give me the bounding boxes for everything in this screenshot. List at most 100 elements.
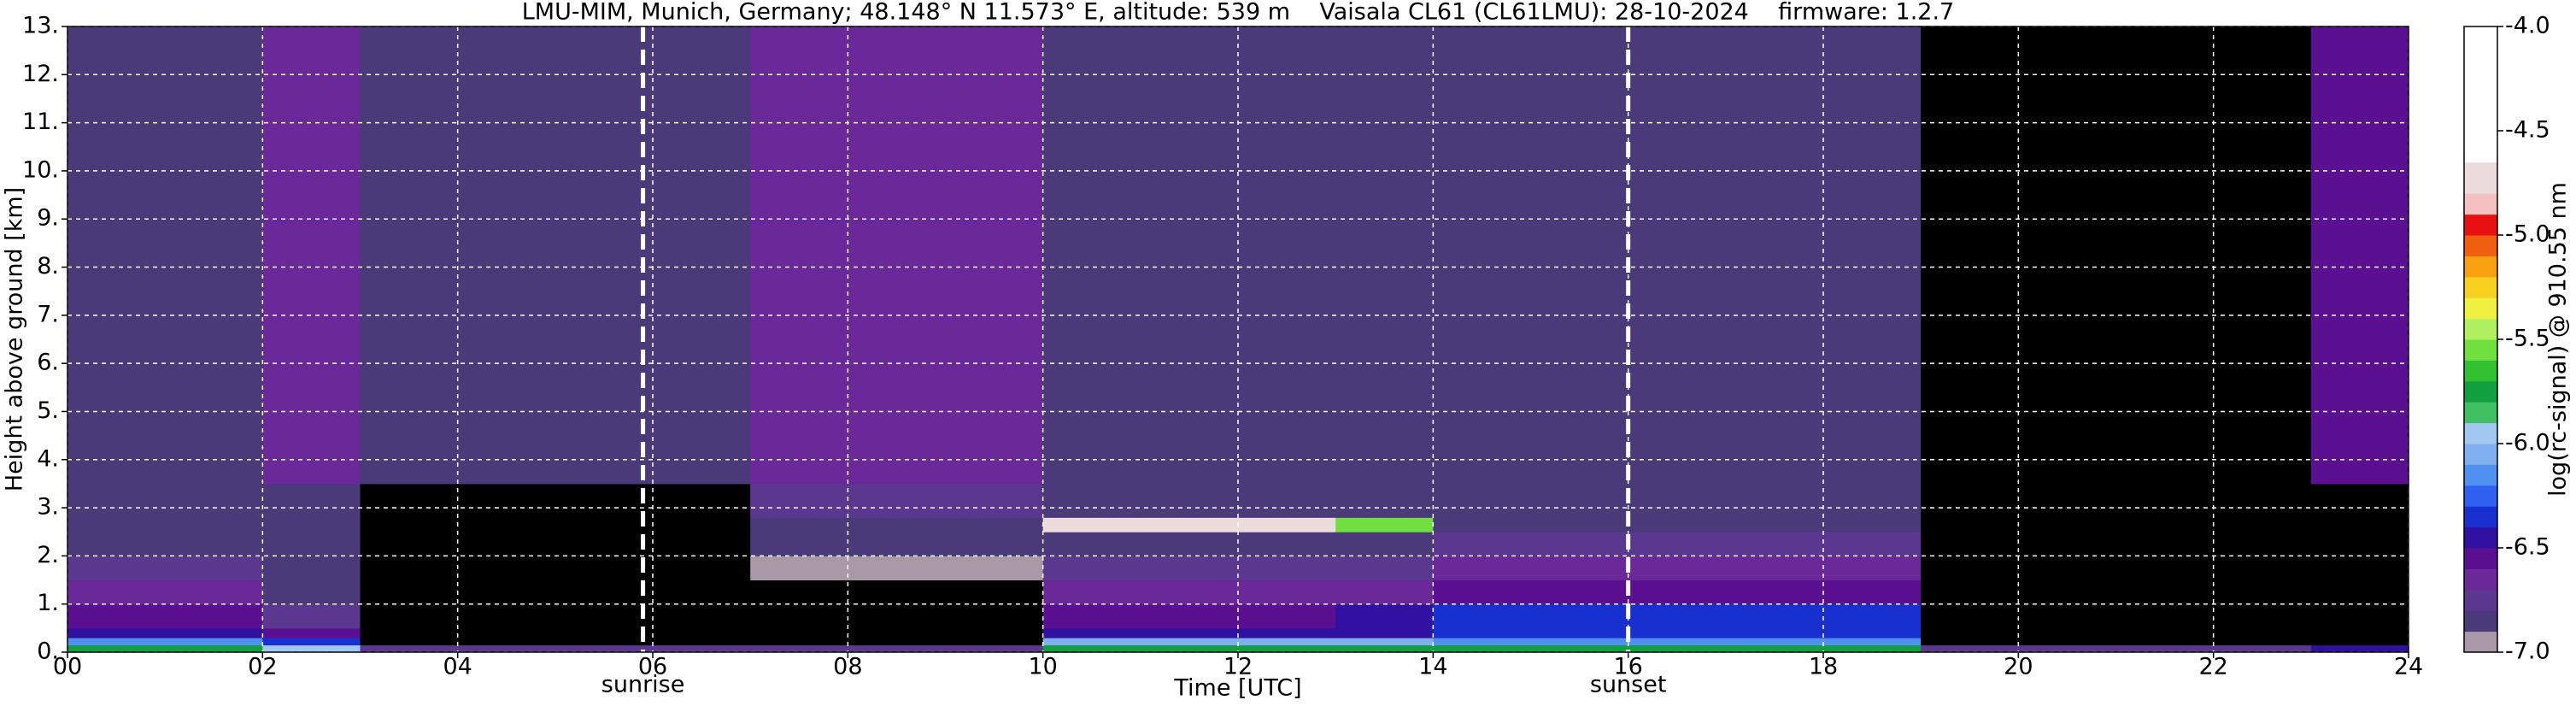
- heatmap-cell: [1238, 532, 1336, 556]
- heatmap-cell: [1335, 644, 1434, 653]
- colorbar-segment: [2464, 360, 2497, 382]
- heatmap-cell: [1530, 627, 1629, 638]
- heatmap-cell: [1042, 556, 1141, 581]
- heatmap-cell: [1628, 517, 1727, 532]
- heatmap-cell: [1433, 517, 1531, 532]
- heatmap-cell: [1238, 556, 1336, 581]
- heatmap-cell: [2018, 517, 2116, 532]
- heatmap-cell: [945, 644, 1044, 653]
- heatmap-cell: [1433, 580, 1531, 605]
- heatmap-cell: [653, 556, 751, 581]
- colorbar-segment: [2464, 568, 2497, 591]
- heatmap-cell: [750, 580, 848, 605]
- heatmap-cell: [1725, 556, 1824, 581]
- heatmap-cell: [262, 644, 361, 653]
- heatmap-cell: [2018, 580, 2116, 605]
- y-tick-label: 6.: [37, 350, 59, 376]
- heatmap-cell: [67, 644, 166, 653]
- heatmap-cell: [262, 603, 361, 629]
- heatmap-cell: [262, 638, 361, 646]
- heatmap-cell: [1530, 26, 1629, 485]
- heatmap-cell: [1335, 556, 1434, 581]
- y-tick-label: 10.: [22, 156, 59, 183]
- heatmap-cell: [1238, 580, 1336, 605]
- heatmap-cell: [555, 517, 654, 532]
- heatmap-cell: [945, 517, 1044, 532]
- x-tick-label: 04: [443, 654, 472, 680]
- heatmap-cell: [262, 483, 361, 518]
- colorbar-segment: [2464, 256, 2497, 278]
- heatmap-cell: [1042, 627, 1141, 638]
- heatmap-cell: [165, 26, 263, 485]
- heatmap-cell: [2213, 483, 2312, 518]
- heatmap-cell: [1530, 638, 1629, 646]
- heatmap-cell: [1823, 638, 1922, 646]
- heatmap-cell: [555, 26, 654, 485]
- heatmap-cell: [1335, 580, 1434, 605]
- heatmap-cell: [750, 603, 848, 629]
- colorbar-segment: [2464, 485, 2497, 507]
- colorbar-segment: [2464, 548, 2497, 569]
- heatmap-cell: [2213, 556, 2312, 581]
- heatmap-cell: [945, 26, 1044, 485]
- heatmap-cell: [457, 556, 556, 581]
- heatmap-cell: [262, 580, 361, 605]
- heatmap-cell: [848, 603, 946, 629]
- heatmap-cell: [2213, 517, 2312, 532]
- heatmap-cell: [2115, 644, 2215, 653]
- heatmap-cell: [2018, 638, 2116, 646]
- x-tick-label: 10: [1028, 654, 1057, 680]
- heatmap-cell: [1042, 483, 1141, 518]
- colorbar-segment: [2464, 444, 2497, 465]
- heatmap-cell: [1530, 532, 1629, 556]
- heatmap-cell: [1140, 638, 1239, 646]
- heatmap-cell: [262, 556, 361, 581]
- heatmap-cell: [1725, 644, 1824, 653]
- heatmap-cell: [2310, 517, 2409, 532]
- heatmap-cell: [67, 627, 166, 638]
- heatmap-cell: [1628, 26, 1727, 485]
- colorbar-segment: [2464, 214, 2497, 236]
- heatmap-cell: [2213, 638, 2312, 646]
- heatmap-cell: [1433, 644, 1531, 653]
- heatmap-cell: [1628, 556, 1727, 581]
- heatmap-cell: [1140, 532, 1239, 556]
- y-tick-label: 8.: [37, 253, 59, 279]
- heatmap-cell: [2213, 532, 2312, 556]
- heatmap-cell: [750, 644, 848, 653]
- heatmap-cell: [67, 26, 166, 485]
- chart-title: LMU-MIM, Munich, Germany; 48.148° N 11.5…: [522, 0, 1955, 26]
- heatmap-cell: [653, 517, 751, 532]
- heatmap-cell: [1238, 638, 1336, 646]
- colorbar-tick-label: -6.5: [2505, 534, 2550, 561]
- heatmap-cell: [2310, 556, 2409, 581]
- heatmap-cell: [1238, 483, 1336, 518]
- heatmap-cell: [1823, 532, 1922, 556]
- heatmap-cell: [945, 532, 1044, 556]
- heatmap-cell: [2115, 627, 2215, 638]
- heatmap-cell: [165, 580, 263, 605]
- y-tick-label: 3.: [37, 494, 59, 521]
- heatmap-cell: [2115, 532, 2215, 556]
- heatmap-cell: [67, 580, 166, 605]
- colorbar-segment: [2464, 610, 2497, 632]
- heatmap-cell: [653, 580, 751, 605]
- colorbar-tick-label: -5.5: [2505, 326, 2550, 352]
- heatmap-cell: [1530, 580, 1629, 605]
- heatmap-cell: [1140, 644, 1239, 653]
- heatmap-cell: [653, 638, 751, 646]
- heatmap-cell: [848, 627, 946, 638]
- heatmap-cell: [360, 26, 459, 485]
- colorbar-segment: [2464, 402, 2497, 424]
- heatmap-cell: [360, 644, 459, 653]
- heatmap-cell: [1335, 26, 1434, 485]
- heatmap-cell: [1628, 580, 1727, 605]
- heatmap-cell: [457, 532, 556, 556]
- heatmap-cell: [1140, 556, 1239, 581]
- heatmap-cell: [750, 483, 848, 518]
- plot-frame: [67, 26, 2409, 653]
- heatmap-cell: [848, 644, 946, 653]
- heatmap-cell: [2213, 26, 2312, 485]
- heatmap-cell: [1823, 603, 1922, 629]
